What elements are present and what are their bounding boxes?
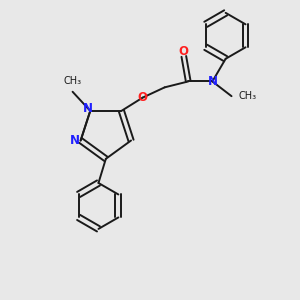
Text: CH₃: CH₃	[64, 76, 82, 86]
Text: N: N	[70, 134, 80, 147]
Text: O: O	[138, 91, 148, 104]
Text: N: N	[207, 75, 218, 88]
Text: CH₃: CH₃	[239, 91, 257, 101]
Text: O: O	[179, 45, 189, 58]
Text: N: N	[83, 102, 93, 115]
